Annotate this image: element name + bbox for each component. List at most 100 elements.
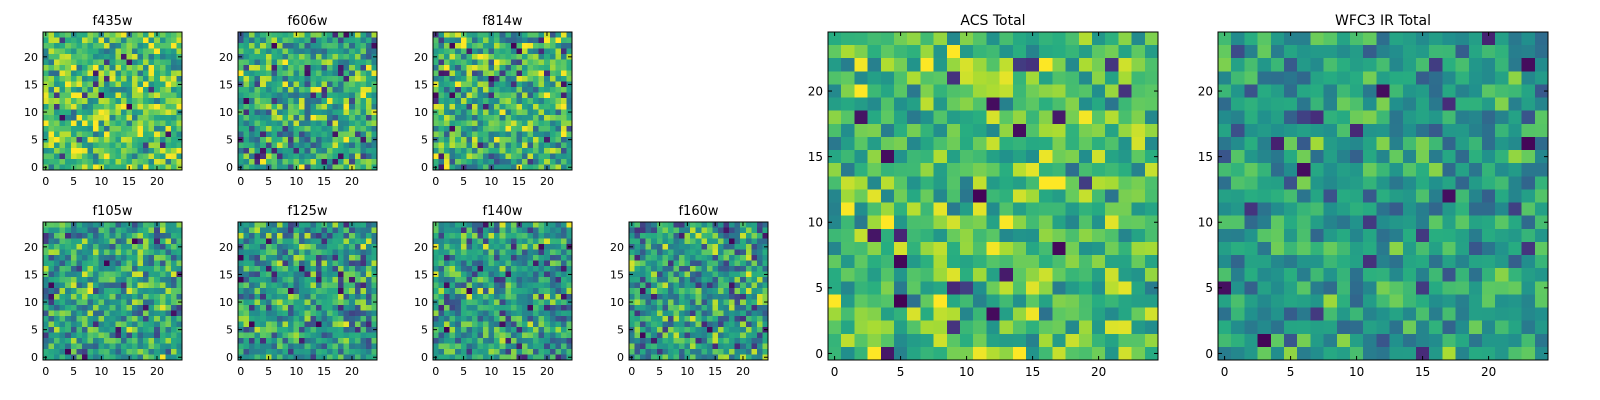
heatmap-cell [544,103,551,110]
heatmap-cell [326,288,333,295]
heatmap-cell [555,120,562,127]
heatmap-cell [667,354,674,361]
heatmap-cell [349,65,356,72]
heatmap-cell [76,87,83,94]
heatmap-cell [87,255,94,262]
heatmap-cell [444,293,451,300]
heatmap-cell [684,260,691,267]
heatmap-cell [93,282,99,289]
heatmap-cell [634,288,641,295]
heatmap-cell [920,71,934,85]
heatmap-cell [143,76,150,83]
heatmap-cell [76,92,83,99]
heatmap-cell [70,70,77,77]
heatmap-cell [265,337,272,344]
heatmap-cell [751,277,758,284]
heatmap-cell [59,271,66,278]
heatmap-cell [494,271,501,278]
heatmap-cell [634,299,641,306]
heatmap-cell [120,147,127,154]
heatmap-cell [43,233,49,239]
x-tick-label: 20 [150,175,164,188]
heatmap-cell [176,233,183,239]
heatmap-cell [65,65,72,72]
heatmap-cell [254,109,261,116]
heatmap-cell [894,110,908,125]
heatmap-cell [841,97,855,112]
heatmap-cell [137,222,144,228]
heatmap-cell [505,147,512,154]
heatmap-cell [1039,84,1053,98]
heatmap-cell [920,45,934,59]
heatmap-cell [662,315,669,322]
heatmap-cell [338,293,345,300]
heatmap-cell [867,176,882,190]
heatmap-cells [433,222,573,361]
heatmap-cell [354,70,361,77]
heatmap-cell [1092,136,1106,151]
heatmap-cell [349,244,356,250]
heatmap-cell [640,326,647,333]
heatmap-cell [751,343,758,350]
heatmap-cell [148,332,155,339]
heatmap-cell [48,260,55,267]
heatmap-cell [566,131,573,138]
heatmap-cell [143,92,150,99]
heatmap-cell [109,65,116,72]
heatmap-cell [148,233,155,239]
heatmap-cell [999,163,1014,177]
heatmap-cell [365,266,372,273]
heatmap-cell [126,337,133,344]
heatmap-cell [282,136,289,143]
heatmap-cell [343,343,350,350]
heatmap-cell [544,48,551,55]
heatmap-cell [560,332,567,339]
heatmap-cell [516,249,523,256]
heatmap-cell [460,120,467,127]
heatmap-cell [533,315,540,322]
heatmap-cell [254,326,261,333]
heatmap-cell [471,65,478,72]
heatmap-cell [321,43,328,49]
heatmap-cell [471,125,478,132]
heatmap-cell [701,348,708,355]
heatmap-cell [433,65,439,72]
heatmap-cell [538,238,545,245]
heatmap-cell [555,332,562,339]
heatmap-cell [299,271,306,278]
heatmap-cell [488,98,495,105]
heatmap-cell [499,131,506,138]
heatmap-cell [293,227,300,234]
heatmap-cell [332,59,339,66]
heatmap-cell [690,348,697,355]
heatmap-cell [176,142,183,149]
heatmap-cell [76,131,83,138]
heatmap-cell [126,37,133,44]
heatmap-cell [455,87,462,94]
heatmap-cell [154,48,161,55]
heatmap-cell [93,299,99,306]
heatmap-cell [1131,45,1146,59]
heatmap-cell [271,59,278,66]
heatmap-cell [483,293,489,300]
heatmap-cell [315,321,322,328]
heatmap-cell [120,87,127,94]
heatmap-cell [143,282,150,289]
heatmap-cell [634,326,641,333]
heatmap-cells [43,222,183,361]
heatmap-cell [59,304,66,311]
heatmap-cell [444,321,451,328]
heatmap-cell [137,76,144,83]
heatmap-cell [304,114,311,121]
heatmap-cell [527,266,534,273]
heatmap-cell [354,222,361,228]
heatmap-cell [717,271,724,278]
heatmap-cell [365,87,372,94]
heatmap-cell [371,142,378,149]
heatmap-cell [265,98,272,105]
heatmap-cell [249,70,256,77]
heatmap-cell [360,142,367,149]
heatmap-cell [1065,202,1080,217]
heatmap-cell [159,158,166,165]
heatmap-cell [115,288,122,295]
